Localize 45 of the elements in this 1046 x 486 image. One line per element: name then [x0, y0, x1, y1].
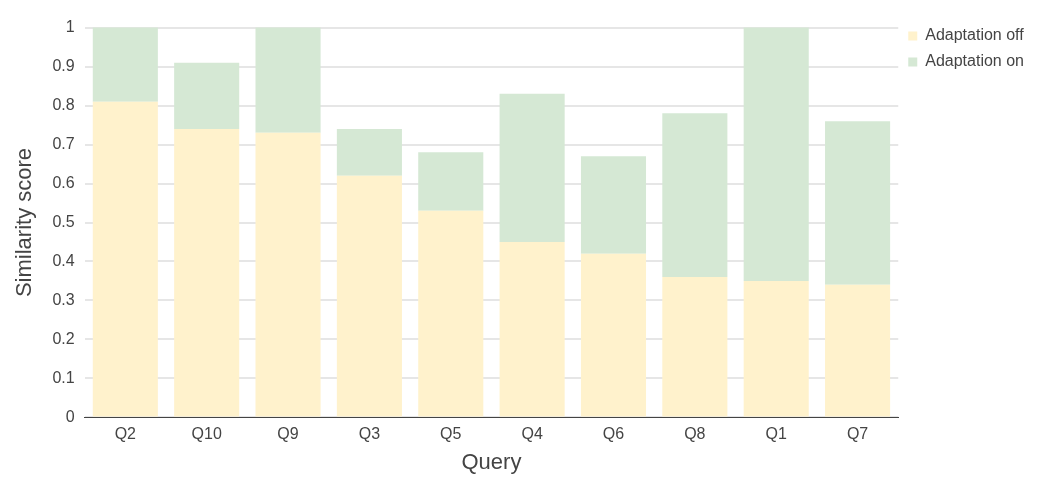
x-tick-label: Q7 [846, 425, 869, 443]
x-tick-label: Q4 [521, 425, 543, 443]
y-axis-title: Similarity score [11, 147, 37, 298]
y-tick-label: 0.2 [52, 329, 75, 347]
bar [825, 121, 891, 285]
bar [174, 62, 240, 129]
y-tick-label: 0.6 [52, 173, 75, 191]
legend-label: Adaptation on [925, 52, 1024, 70]
y-tick-label: 0.5 [52, 212, 75, 230]
bar [499, 241, 565, 417]
bar [418, 210, 484, 417]
bar [92, 27, 158, 102]
x-tick-label: Q3 [358, 425, 381, 443]
legend-label: Adaptation off [925, 26, 1025, 44]
x-tick-label: Q5 [440, 425, 462, 443]
y-tick-label: 0.3 [52, 290, 75, 308]
y-tick-label: 0.4 [52, 251, 75, 269]
bar [92, 101, 158, 417]
y-tick-label: 0 [65, 407, 75, 425]
x-tick-label: Q2 [114, 425, 137, 443]
y-tick-label: 0.1 [52, 368, 75, 386]
bar [336, 128, 402, 176]
y-tick-label: 0.7 [52, 134, 75, 152]
x-axis-title: Query [461, 448, 522, 474]
y-tick-label: 0.9 [52, 56, 75, 74]
y-tick-label: 0.8 [52, 95, 75, 113]
bar [743, 27, 809, 281]
y-tick-label: 1 [65, 18, 75, 36]
x-tick-label: Q1 [765, 425, 787, 443]
bar [662, 113, 728, 278]
bar [743, 280, 809, 417]
bar [255, 132, 321, 417]
bar [580, 253, 647, 417]
x-tick-label: Q9 [277, 425, 299, 443]
bar [662, 277, 728, 417]
x-tick-label: Q8 [684, 425, 706, 443]
bar [499, 93, 565, 242]
bar [255, 27, 321, 133]
x-tick-label: Q10 [191, 425, 222, 443]
bar [580, 156, 647, 254]
x-tick-label: Q6 [602, 425, 625, 443]
bar [336, 175, 402, 417]
bar [174, 128, 240, 417]
bar [418, 152, 484, 211]
bar [825, 284, 891, 417]
